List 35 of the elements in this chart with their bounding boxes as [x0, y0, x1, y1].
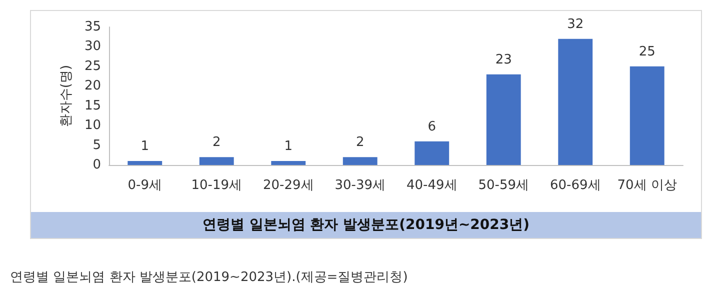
y-tick-label: 5	[92, 138, 101, 153]
bar	[414, 141, 450, 165]
x-tick-label: 50-59세	[478, 178, 530, 193]
x-tick-label: 70세 이상	[617, 178, 677, 193]
bar	[199, 157, 234, 165]
x-tick-label: 0-9세	[128, 178, 162, 193]
x-tick-label: 20-29세	[262, 178, 314, 193]
data-label: 2	[212, 135, 221, 150]
data-label: 6	[428, 119, 436, 134]
bar	[271, 161, 306, 165]
x-tick-label: 10-19세	[191, 178, 242, 193]
y-tick-label: 10	[84, 118, 101, 134]
bar	[558, 38, 593, 165]
y-tick-label: 35	[84, 20, 101, 34]
y-tick-label: 30	[84, 39, 101, 54]
data-label: 25	[638, 44, 656, 60]
bar	[486, 74, 521, 165]
y-tick-label: 20	[84, 78, 101, 94]
data-label: 23	[495, 52, 512, 68]
data-label: 1	[140, 139, 150, 154]
x-tick-label: 40-49세	[406, 178, 458, 193]
data-label: 1	[284, 139, 293, 154]
x-tick-label: 30-39세	[334, 178, 386, 193]
bar	[128, 161, 162, 165]
text: 연령별 일본뇌염 환자 발생분포(2019~2023년).(제공=질병관리청)	[10, 269, 408, 286]
x-tick-label: 60-69세	[550, 178, 601, 193]
y-tick-label: 25	[84, 58, 101, 74]
text: 연령별 일본뇌염 환자 발생분포(2019년~2023년)	[31, 212, 701, 238]
bar	[342, 157, 378, 165]
bar	[630, 66, 664, 165]
y-axis-title: 환자수(명)	[59, 64, 74, 128]
y-tick-label: 0	[92, 158, 101, 172]
data-label: 32	[567, 16, 584, 32]
y-tick-label: 15	[84, 98, 101, 114]
data-label: 2	[356, 135, 364, 150]
